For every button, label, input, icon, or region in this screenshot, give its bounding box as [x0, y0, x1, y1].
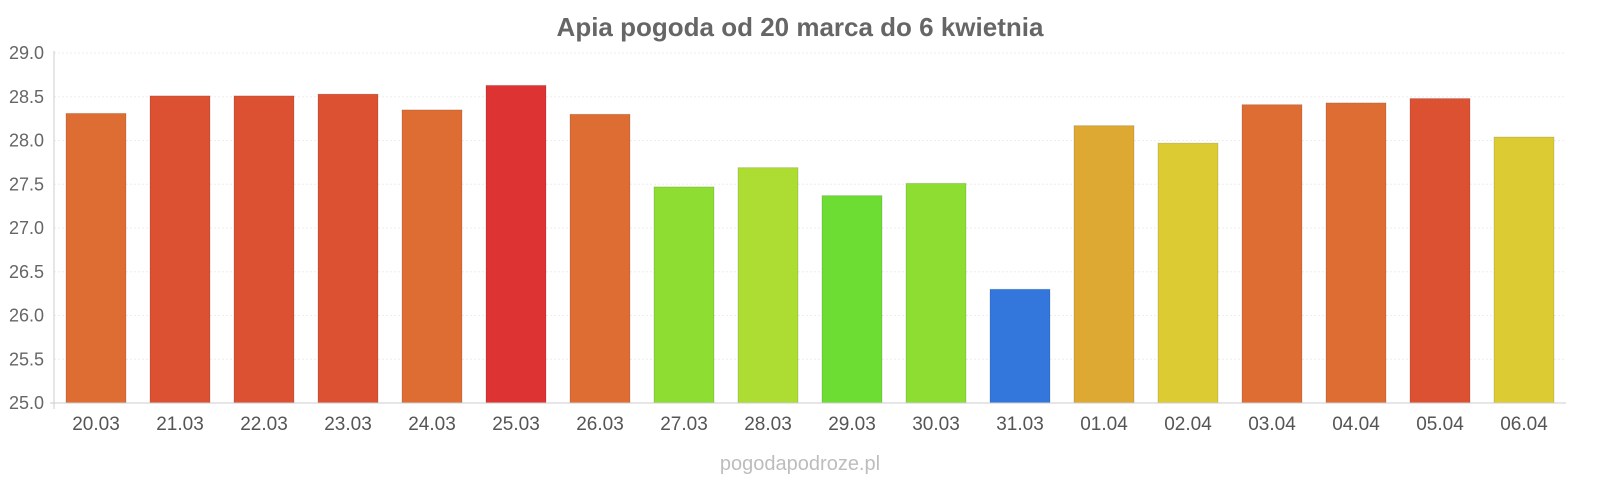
x-axis-labels: 20.03 21.03 22.03 23.03 24.03 25.03 26.03 27.03…	[72, 414, 1548, 435]
chart-title: Apia pogoda od 20 marca do 6 kwietnia	[557, 12, 1044, 42]
x-tick-label: 29.03	[828, 414, 876, 435]
bar-30.03	[905, 182, 967, 404]
x-tick-label: 04.04	[1332, 414, 1380, 435]
y-tick-label: 26.5	[9, 262, 44, 282]
x-tick-label: 21.03	[156, 414, 204, 435]
bar-05.04	[1409, 98, 1471, 404]
y-tick-label: 28.0	[9, 131, 44, 151]
y-tick-label: 25.0	[9, 393, 44, 413]
bar-01.04	[1073, 125, 1135, 404]
bar-21.03	[149, 95, 211, 404]
x-tick-label: 22.03	[240, 414, 288, 435]
bar-29.03	[821, 195, 883, 404]
bar-20.03	[65, 112, 127, 404]
x-tick-label: 28.03	[744, 414, 792, 435]
bar-25.03	[485, 84, 547, 404]
x-tick-label: 02.04	[1164, 414, 1212, 435]
x-tick-label: 26.03	[576, 414, 624, 435]
y-tick-label: 26.0	[9, 306, 44, 326]
x-tick-label: 27.03	[660, 414, 708, 435]
x-tick-label: 06.04	[1500, 414, 1548, 435]
x-tick-label: 05.04	[1416, 414, 1464, 435]
x-tick-label: 31.03	[996, 414, 1044, 435]
bar-23.03	[317, 93, 379, 404]
x-tick-label: 30.03	[912, 414, 960, 435]
gridlines	[54, 52, 1566, 360]
y-tick-label: 29.0	[9, 43, 44, 63]
bar-02.04	[1157, 142, 1219, 404]
bar-22.03	[233, 95, 295, 404]
bar-24.03	[401, 109, 463, 404]
y-tick-label: 28.5	[9, 87, 44, 107]
bar-28.03	[737, 167, 799, 404]
bars	[65, 84, 1555, 404]
y-tick-label: 27.0	[9, 218, 44, 238]
x-tick-label: 24.03	[408, 414, 456, 435]
watermark: pogodapodroze.pl	[720, 453, 880, 475]
y-axis-labels: 29.0 28.5 28.0 27.5 27.0 26.5 26.0 25.5 25.0	[9, 43, 44, 413]
x-tick-label: 23.03	[324, 414, 372, 435]
bar-31.03	[989, 288, 1051, 404]
x-tick-label: 25.03	[492, 414, 540, 435]
bar-06.04	[1493, 136, 1555, 404]
bar-04.04	[1325, 102, 1387, 404]
x-tick-label: 20.03	[72, 414, 120, 435]
bar-03.04	[1241, 104, 1303, 404]
y-tick-label: 27.5	[9, 174, 44, 194]
axes	[50, 51, 1566, 409]
y-tick-label: 25.5	[9, 349, 44, 369]
bar-26.03	[569, 113, 631, 404]
bar-27.03	[653, 186, 715, 404]
x-tick-label: 01.04	[1080, 414, 1128, 435]
x-tick-label: 03.04	[1248, 414, 1296, 435]
